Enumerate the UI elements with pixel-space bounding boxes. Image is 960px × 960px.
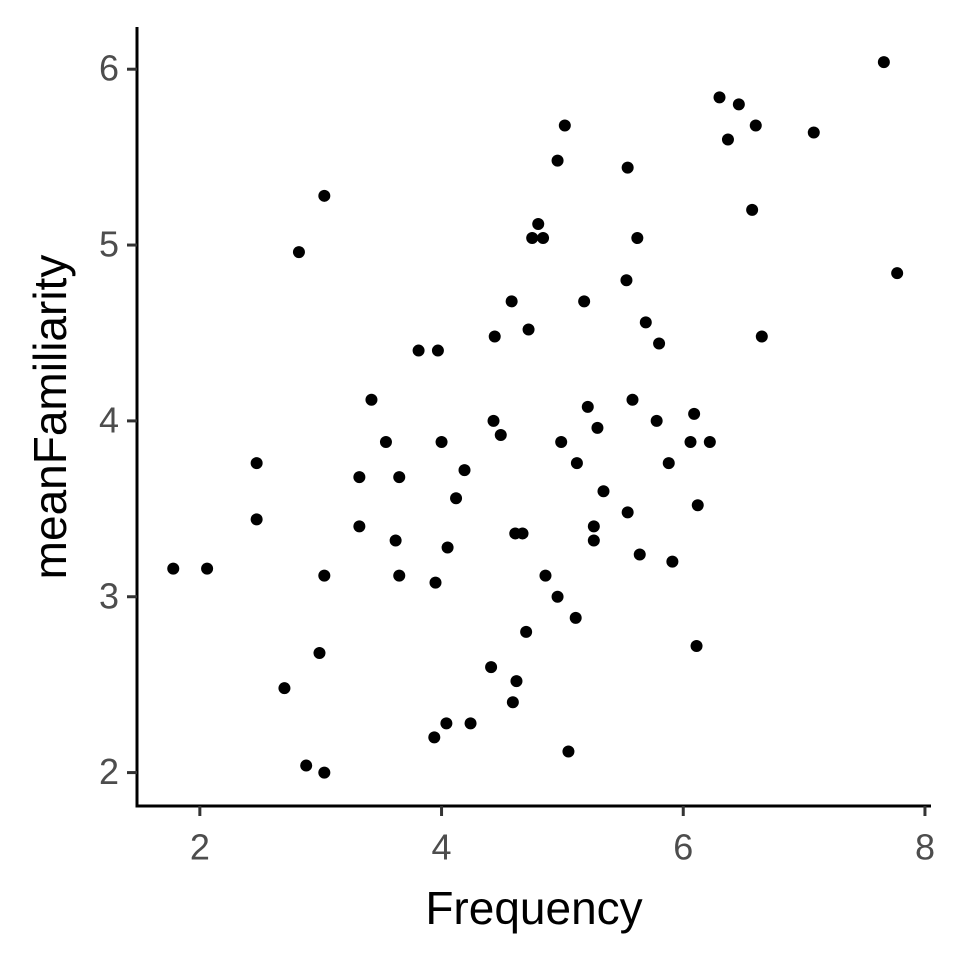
point <box>464 717 477 730</box>
point <box>666 555 679 568</box>
point <box>539 569 552 582</box>
point <box>201 562 214 575</box>
x-tick-label: 2 <box>190 827 210 868</box>
point <box>450 492 463 505</box>
point <box>526 232 539 245</box>
point <box>746 203 759 216</box>
point <box>250 513 263 526</box>
point <box>597 485 610 498</box>
point <box>412 344 425 357</box>
point <box>441 541 454 554</box>
point <box>458 464 471 477</box>
point <box>688 407 701 420</box>
point <box>429 576 442 589</box>
point <box>631 232 644 245</box>
point <box>318 189 331 202</box>
point <box>721 133 734 146</box>
x-axis-label: Frequency <box>425 882 642 934</box>
point <box>621 161 634 174</box>
point <box>488 330 501 343</box>
point <box>732 98 745 111</box>
point <box>250 457 263 470</box>
point <box>379 435 392 448</box>
point <box>167 562 180 575</box>
point <box>300 759 313 772</box>
point <box>532 217 545 230</box>
y-tick-label: 3 <box>99 575 119 616</box>
point <box>537 232 550 245</box>
point <box>703 435 716 448</box>
point <box>570 457 583 470</box>
point <box>587 534 600 547</box>
point <box>562 745 575 758</box>
point <box>393 471 406 484</box>
y-tick-label: 4 <box>99 399 119 440</box>
point <box>292 246 305 259</box>
point <box>551 590 564 603</box>
x-tick-label: 6 <box>673 827 693 868</box>
point <box>650 414 663 427</box>
point <box>435 435 448 448</box>
point <box>485 661 498 674</box>
point <box>633 548 646 561</box>
x-tick-label: 8 <box>915 827 935 868</box>
point <box>684 435 697 448</box>
point <box>713 91 726 104</box>
point <box>558 119 571 132</box>
point <box>587 520 600 533</box>
point <box>510 675 523 688</box>
point <box>487 414 500 427</box>
y-tick-label: 6 <box>99 48 119 89</box>
point <box>318 766 331 779</box>
point <box>353 471 366 484</box>
point <box>620 274 633 287</box>
point <box>749 119 762 132</box>
y-tick-label: 2 <box>99 751 119 792</box>
point <box>440 717 453 730</box>
point <box>639 316 652 329</box>
point <box>621 506 634 519</box>
point <box>755 330 768 343</box>
point <box>318 569 331 582</box>
point <box>807 126 820 139</box>
point <box>494 428 507 441</box>
point <box>520 625 533 638</box>
point <box>365 393 378 406</box>
point <box>516 527 529 540</box>
point <box>551 154 564 167</box>
point <box>431 344 444 357</box>
point <box>578 295 591 308</box>
point <box>278 682 291 695</box>
point <box>569 611 582 624</box>
point <box>428 731 441 744</box>
point <box>691 499 704 512</box>
y-tick-label: 5 <box>99 224 119 265</box>
point <box>891 267 904 280</box>
y-axis-label: meanFamiliarity <box>24 255 76 580</box>
point <box>626 393 639 406</box>
point <box>506 696 519 709</box>
point <box>522 323 535 336</box>
point <box>389 534 402 547</box>
point <box>662 457 675 470</box>
x-tick-label: 4 <box>432 827 452 868</box>
point <box>353 520 366 533</box>
point <box>393 569 406 582</box>
point <box>591 421 604 434</box>
point <box>555 435 568 448</box>
point <box>581 400 594 413</box>
point <box>505 295 518 308</box>
point <box>690 639 703 652</box>
point <box>313 647 326 660</box>
point <box>877 56 890 69</box>
point <box>653 337 666 350</box>
